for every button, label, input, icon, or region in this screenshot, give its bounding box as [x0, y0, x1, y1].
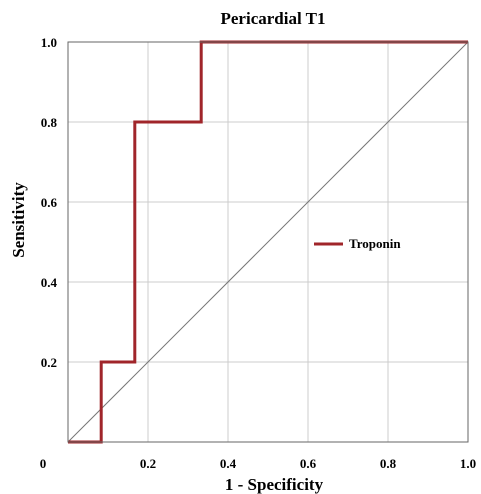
x-tick-label: 0.4 — [220, 456, 237, 471]
x-tick-label: 0.8 — [380, 456, 397, 471]
x-tick-label: 1.0 — [460, 456, 476, 471]
roc-curve-troponin — [68, 40, 468, 444]
plot-frame — [67, 41, 469, 443]
legend-label-troponin: Troponin — [349, 236, 401, 251]
y-tick-label: 0.8 — [41, 115, 58, 130]
y-axis-label: Sensitivity — [9, 182, 28, 258]
diagonal-reference-line — [67, 41, 469, 443]
x-axis-label: 1 - Specificity — [225, 475, 324, 494]
reference-line-layer — [67, 41, 469, 443]
series-layer — [68, 40, 468, 444]
origin-tick-label: 0 — [40, 456, 47, 471]
y-tick-label: 0.6 — [41, 195, 58, 210]
x-tick-label: 0.2 — [140, 456, 156, 471]
y-tick-label: 1.0 — [41, 35, 57, 50]
x-tick-label: 0.6 — [300, 456, 317, 471]
y-tick-labels: 0.2 0.4 0.6 0.8 1.0 — [41, 35, 58, 370]
y-tick-label: 0.2 — [41, 355, 57, 370]
chart-title: Pericardial T1 — [221, 9, 326, 28]
y-tick-label: 0.4 — [41, 275, 58, 290]
legend: Troponin — [314, 236, 401, 251]
x-tick-labels: 0.2 0.4 0.6 0.8 1.0 — [140, 456, 476, 471]
